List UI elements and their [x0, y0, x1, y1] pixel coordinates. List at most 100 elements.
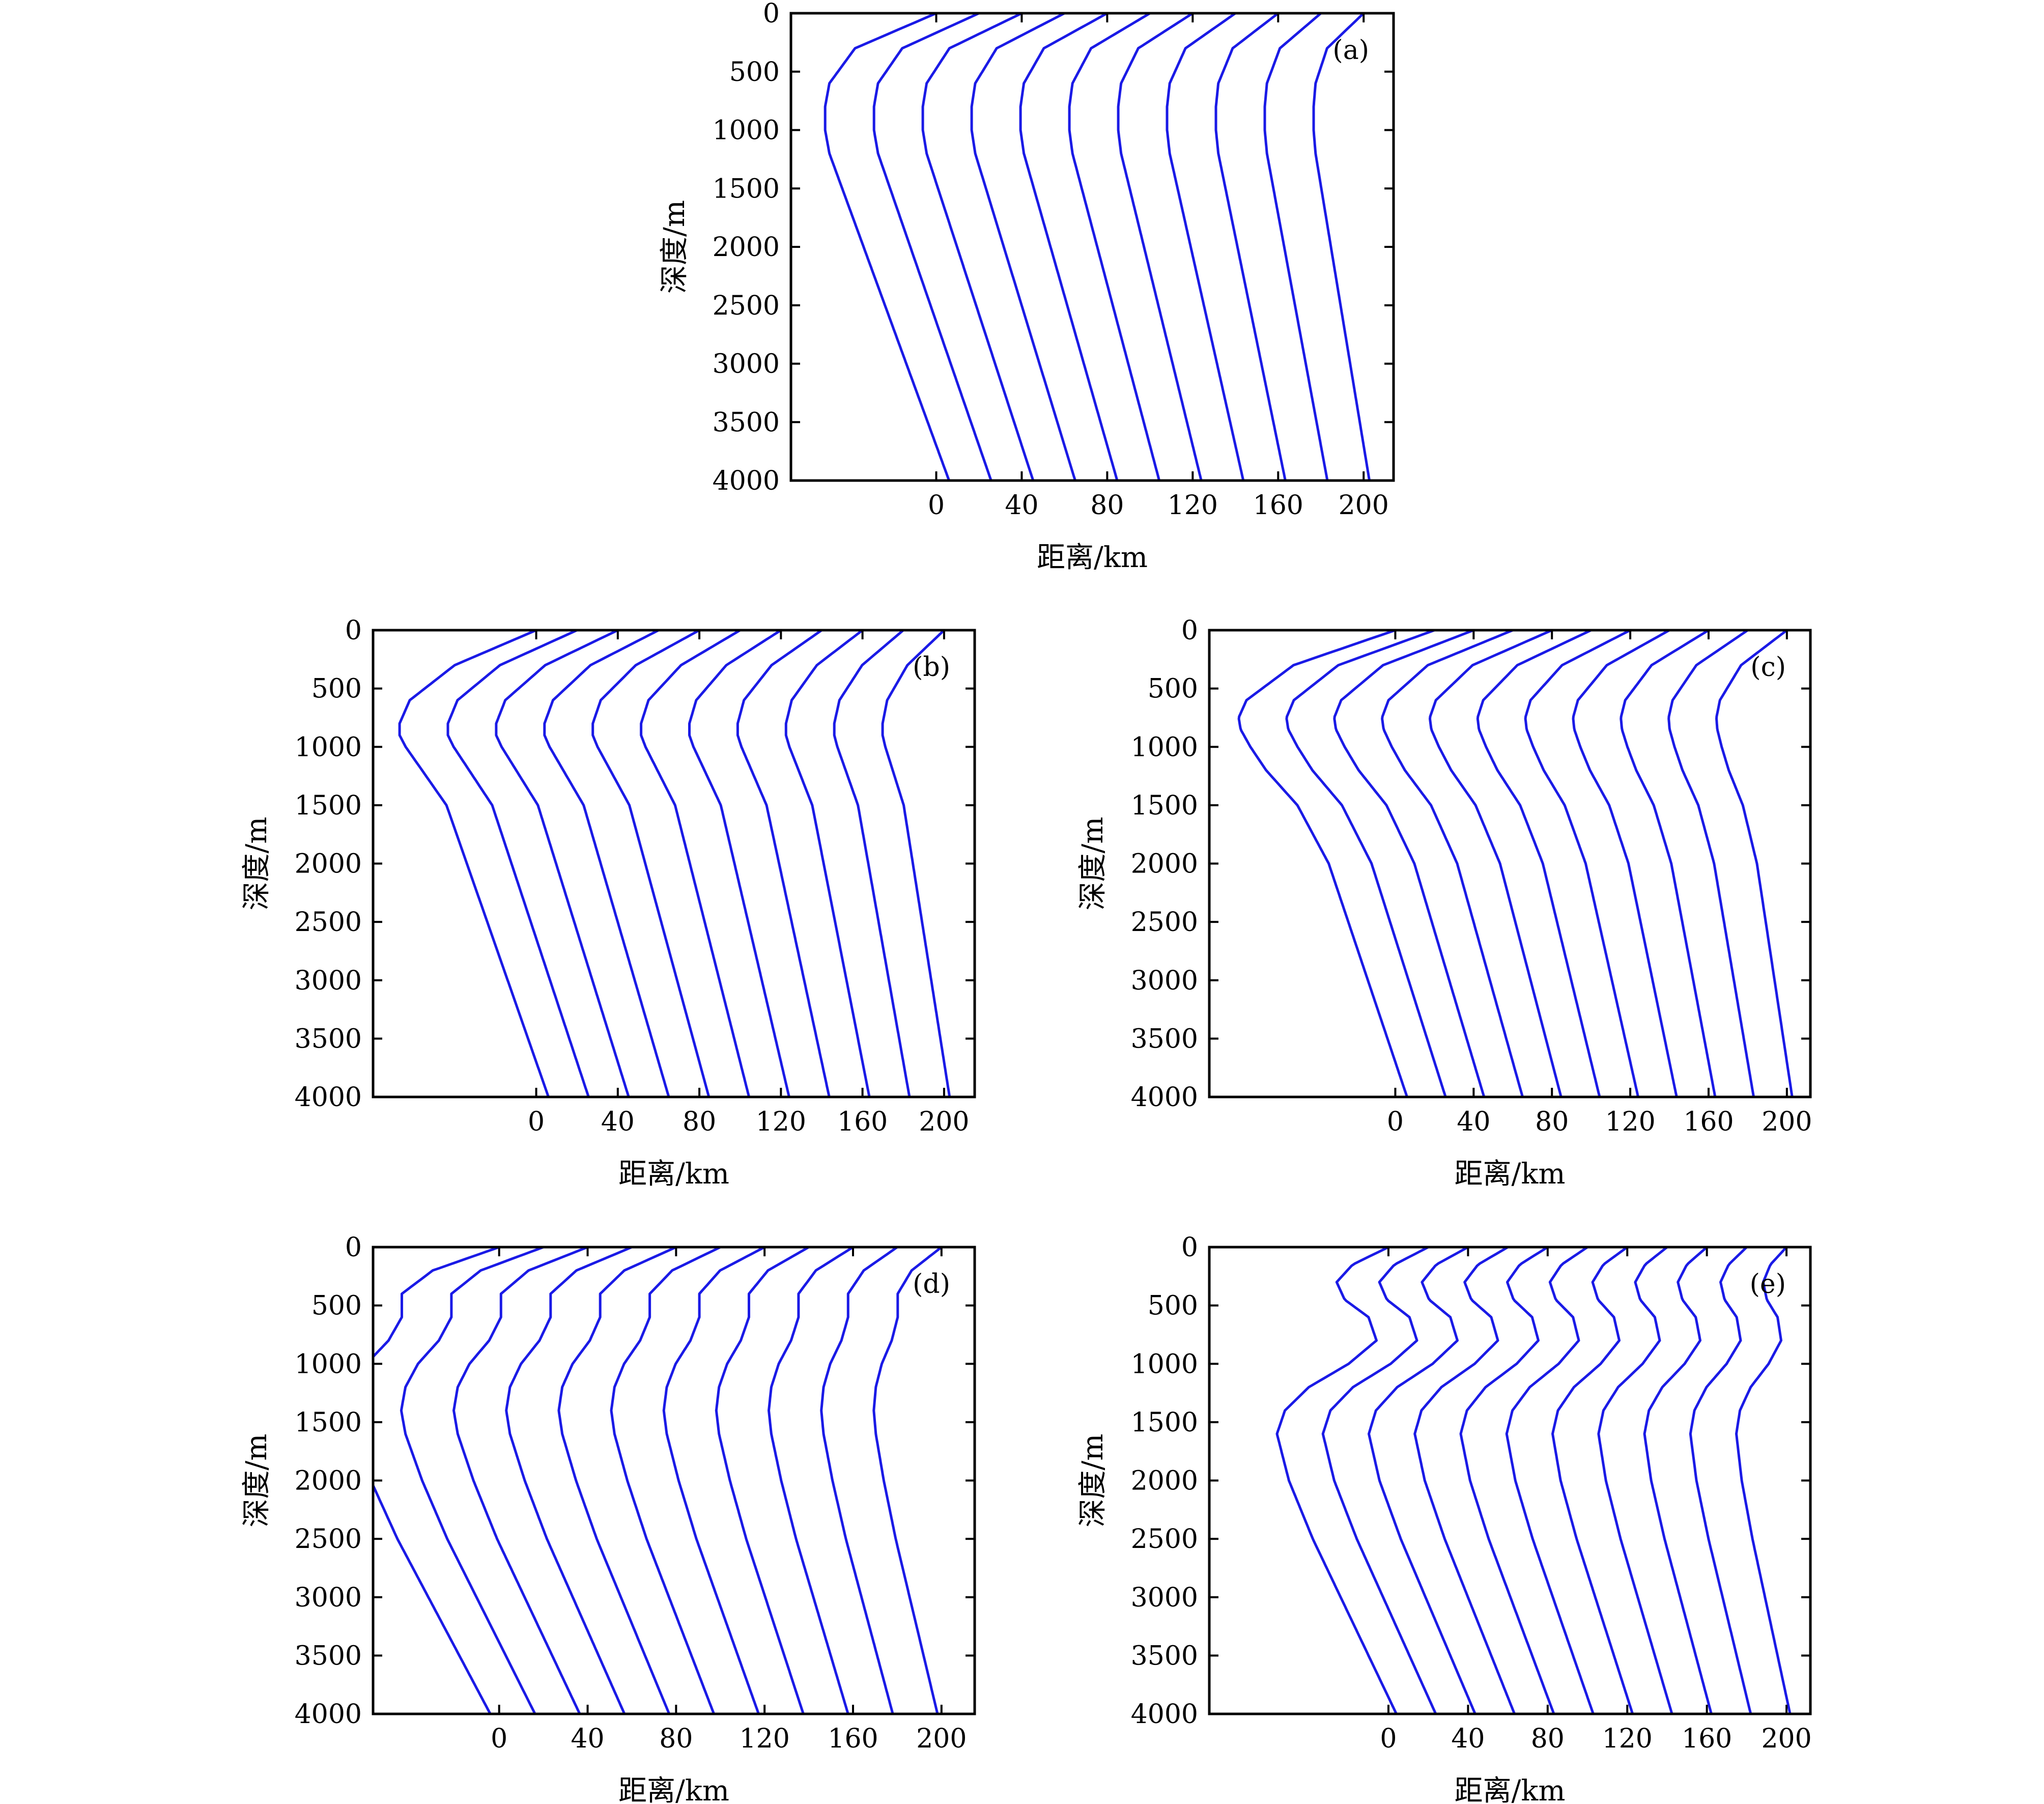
- x-tick-label: 200: [916, 1724, 967, 1754]
- profile-line-40km: [921, 13, 1035, 481]
- profile-line-140km: [1572, 630, 1678, 1097]
- panel-c: 0 500 1000 1500 2000 2500 3000 3500 4000 0 40 80 120…: [1076, 615, 1812, 1191]
- x-tick-label: 0: [1380, 1724, 1397, 1754]
- plot-frame: [789, 12, 1395, 482]
- y-tick-label: 1500: [295, 791, 362, 821]
- x-axis-title: 距离/km: [1455, 1774, 1566, 1804]
- y-tick-label: 2000: [295, 849, 362, 880]
- profile-line-80km: [1019, 13, 1119, 481]
- profile-line-40km: [495, 630, 630, 1097]
- x-tick-label: 200: [919, 1107, 969, 1137]
- panel-label: (b): [913, 652, 950, 683]
- y-tick-label: 3000: [295, 966, 362, 996]
- profile-line-60km: [543, 630, 670, 1097]
- x-tick-label: 0: [491, 1724, 507, 1754]
- x-tick-label: 0: [528, 1107, 545, 1137]
- panel-e: 0 500 1000 1500 2000 2500 3000 3500 4000 0 40 80 120…: [1076, 1232, 1812, 1804]
- panel-a: 0 500 1000 1500 2000 2500 3000 3500 4000 0 40 80 120…: [658, 0, 1395, 574]
- profile-line-200km: [1735, 1247, 1792, 1714]
- panel-label: (e): [1750, 1269, 1786, 1300]
- y-tick-label: 500: [1148, 674, 1198, 704]
- x-tick-label: 160: [837, 1107, 888, 1137]
- y-tick-label: 500: [1148, 1291, 1198, 1321]
- profile-line-20km: [1285, 630, 1447, 1097]
- profile-line-20km: [400, 1247, 545, 1714]
- y-tick-label: 3000: [1131, 966, 1198, 996]
- y-tick-label: 3000: [713, 349, 780, 380]
- y-axis-title: 深度/m: [1076, 1434, 1110, 1528]
- y-tick-label: 1000: [713, 116, 780, 146]
- profile-line-60km: [1413, 1247, 1516, 1714]
- x-tick-label: 120: [756, 1107, 806, 1137]
- x-tick-label: 200: [1762, 1107, 1812, 1137]
- y-tick-label: 1000: [295, 1349, 362, 1379]
- y-axis-title: 深度/m: [658, 200, 691, 294]
- x-tick-label: 40: [1457, 1107, 1490, 1137]
- profile-line-140km: [1597, 1247, 1673, 1714]
- profile-line-40km: [1333, 630, 1486, 1097]
- profile-line-0km: [373, 1247, 501, 1714]
- y-tick-label: 3500: [295, 1641, 362, 1671]
- profile-line-180km: [1667, 630, 1755, 1097]
- profile-line-180km: [1263, 13, 1329, 481]
- profile-line-60km: [970, 13, 1076, 481]
- panel-label: (a): [1332, 35, 1369, 66]
- profile-curves: [1237, 630, 1794, 1097]
- profile-line-200km: [872, 1247, 943, 1714]
- profile-curves: [1275, 1247, 1792, 1714]
- profile-line-160km: [1214, 13, 1287, 481]
- profile-line-80km: [557, 1247, 677, 1714]
- y-tick-label: 1500: [295, 1407, 362, 1438]
- profile-line-100km: [640, 630, 751, 1097]
- profile-line-180km: [820, 1247, 899, 1714]
- profile-line-40km: [452, 1247, 589, 1714]
- profile-line-200km: [1715, 630, 1794, 1097]
- y-tick-label: 2500: [713, 291, 780, 321]
- y-tick-label: 500: [311, 1291, 362, 1321]
- x-tick-label: 120: [1605, 1107, 1655, 1137]
- profile-line-60km: [505, 1247, 633, 1714]
- profile-line-160km: [1643, 1247, 1713, 1714]
- y-tick-label: 1000: [1131, 1349, 1198, 1379]
- plot-frame: [1208, 1246, 1812, 1715]
- profile-line-80km: [1459, 1247, 1555, 1714]
- y-tick-label: 4000: [1131, 1082, 1198, 1113]
- y-tick-label: 500: [729, 57, 780, 88]
- profile-line-0km: [824, 13, 951, 481]
- y-tick-label: 0: [1181, 1232, 1198, 1263]
- x-axis-title: 距离/km: [618, 1158, 729, 1191]
- y-tick-label: 2500: [1131, 907, 1198, 938]
- x-tick-label: 120: [1168, 490, 1218, 521]
- x-tick-label: 0: [928, 490, 945, 521]
- profile-line-100km: [1505, 1247, 1595, 1714]
- profile-line-0km: [1275, 1247, 1398, 1714]
- y-axis-title: 深度/m: [240, 817, 273, 911]
- y-tick-label: 2500: [1131, 1524, 1198, 1555]
- x-tick-label: 200: [1761, 1724, 1811, 1754]
- profile-line-120km: [1117, 13, 1203, 481]
- y-axis-title: 深度/m: [240, 1434, 273, 1528]
- profile-line-120km: [688, 630, 790, 1097]
- profile-line-140km: [736, 630, 831, 1097]
- y-tick-label: 1500: [713, 174, 780, 204]
- profile-line-60km: [1381, 630, 1524, 1097]
- profile-line-80km: [1429, 630, 1563, 1097]
- y-tick-label: 3500: [1131, 1024, 1198, 1054]
- x-axis-title: 距离/km: [618, 1774, 729, 1804]
- x-tick-label: 200: [1339, 490, 1389, 521]
- x-tick-label: 80: [659, 1724, 693, 1754]
- profile-line-100km: [1068, 13, 1161, 481]
- y-tick-label: 3500: [1131, 1641, 1198, 1671]
- y-tick-label: 4000: [1131, 1699, 1198, 1730]
- y-tick-label: 0: [1181, 615, 1198, 646]
- y-tick-label: 2000: [1131, 1466, 1198, 1497]
- y-tick-label: 4000: [295, 1082, 362, 1113]
- profile-line-120km: [1524, 630, 1639, 1097]
- y-axis-title: 深度/m: [1076, 817, 1110, 911]
- plot-frame: [372, 629, 976, 1098]
- profile-line-0km: [1237, 630, 1408, 1097]
- y-tick-label: 0: [345, 615, 362, 646]
- profile-line-20km: [446, 630, 590, 1097]
- y-tick-label: 0: [763, 0, 780, 29]
